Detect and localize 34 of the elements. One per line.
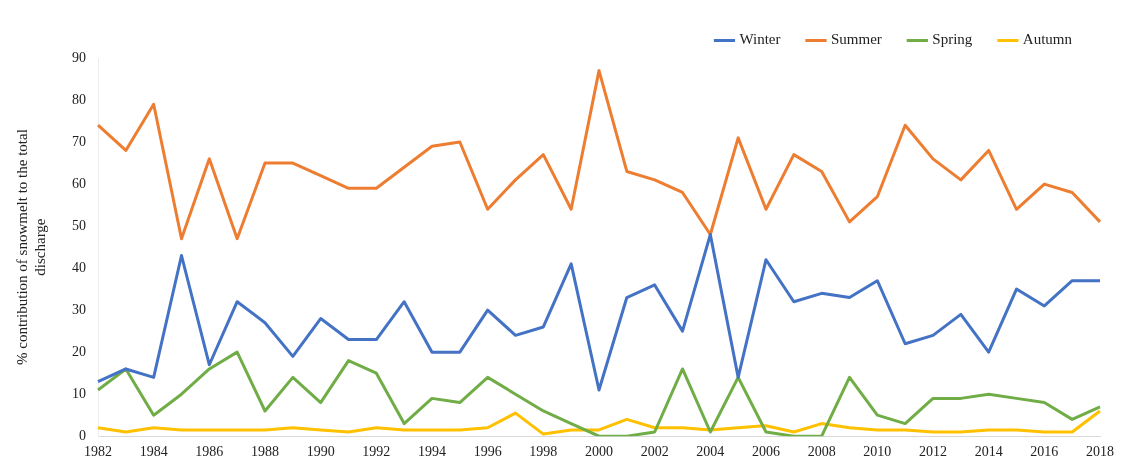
legend-label: Spring — [932, 31, 973, 48]
x-tick-label: 2004 — [696, 444, 725, 460]
y-tick-label: 50 — [72, 217, 86, 233]
x-tick-label: 2014 — [974, 444, 1003, 460]
y-axis-title: % contribution of snowmelt to the total discharge — [13, 129, 48, 365]
x-tick-label: 1998 — [529, 444, 558, 460]
x-tick-label: 1988 — [251, 444, 279, 460]
y-tick-label: 30 — [72, 301, 86, 317]
x-tick-label: 2008 — [807, 444, 836, 460]
y-tick-label: 70 — [72, 133, 86, 149]
y-tick-label: 40 — [72, 259, 86, 275]
y-tick-label: 10 — [72, 385, 86, 401]
x-tick-label: 1986 — [195, 444, 224, 460]
legend-label: Autumn — [1022, 31, 1073, 48]
x-tick-label: 2018 — [1086, 444, 1114, 460]
x-tick-label: 2012 — [919, 444, 947, 460]
x-tick-label: 1992 — [362, 444, 391, 460]
x-tick-label: 1984 — [139, 444, 168, 460]
y-tick-label: 80 — [72, 91, 86, 107]
x-tick-label: 2006 — [752, 444, 780, 460]
x-tick-label: 1996 — [473, 444, 502, 460]
legend-label: Winter — [739, 31, 781, 48]
x-tick-label: 1990 — [306, 444, 335, 460]
x-tick-label: 2002 — [640, 444, 669, 460]
x-tick-label: 1994 — [418, 444, 446, 460]
y-tick-label: 0 — [79, 427, 86, 443]
x-tick-label: 2016 — [1030, 444, 1059, 460]
y-tick-label: 60 — [72, 175, 86, 191]
y-tick-label: 90 — [72, 49, 86, 65]
y-tick-label: 20 — [72, 343, 86, 359]
x-tick-label: 2010 — [863, 444, 892, 460]
x-tick-label: 1982 — [84, 444, 112, 460]
legend-label: Summer — [831, 31, 882, 48]
x-tick-label: 2000 — [585, 444, 613, 460]
